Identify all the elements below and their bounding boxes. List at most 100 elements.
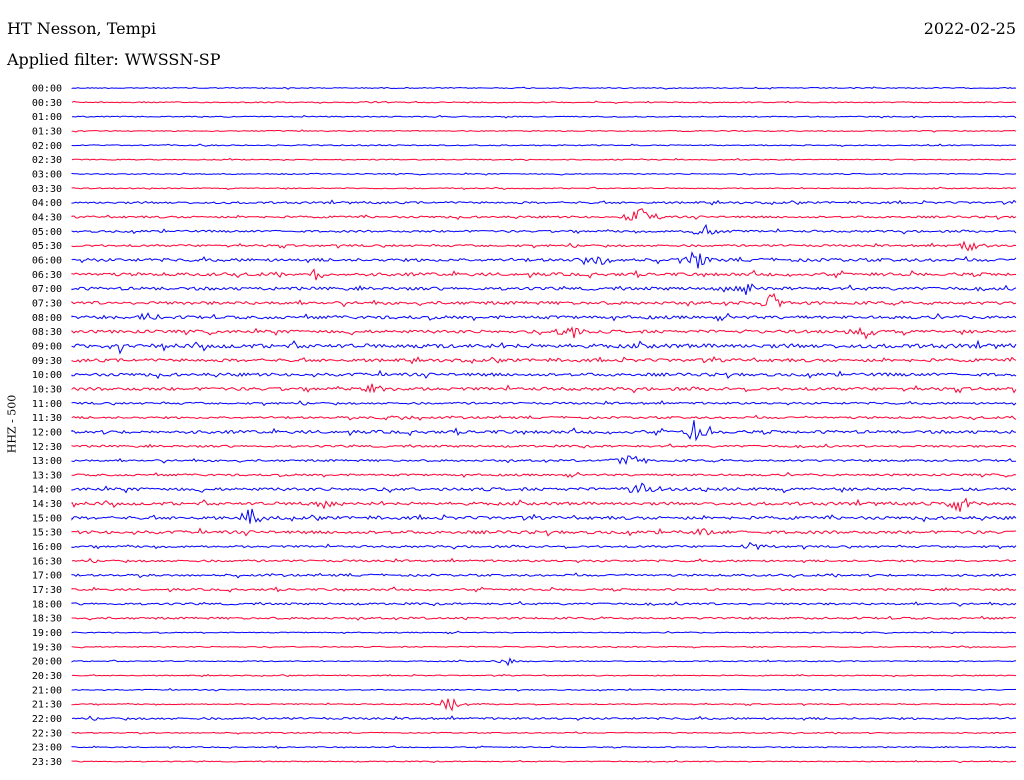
time-tick-label: 22:30 (32, 728, 62, 739)
time-tick-label: 17:30 (32, 585, 62, 596)
trace-line (71, 143, 1017, 147)
time-tick-label: 02:30 (32, 155, 62, 166)
trace-line (71, 369, 1017, 380)
filter-label: Applied filter: (7, 50, 119, 69)
time-tick-label: 01:30 (32, 126, 62, 137)
trace-line (71, 600, 1017, 607)
trace-line (71, 630, 1017, 635)
trace-line (71, 455, 1016, 466)
time-tick-label: 13:00 (32, 456, 62, 467)
trace-line (71, 697, 1017, 712)
time-tick-label: 19:00 (32, 628, 62, 639)
trace-line (71, 731, 1017, 735)
time-tick-label: 14:00 (32, 485, 62, 496)
time-tick-label: 13:30 (32, 470, 62, 481)
trace-line (71, 208, 1017, 221)
time-tick-label: 16:00 (32, 542, 62, 553)
date-label: 2022-02-25 (923, 19, 1016, 38)
time-tick-label: 21:30 (32, 700, 62, 711)
filter-line: Applied filter: WWSSN-SP (7, 50, 226, 69)
trace-line (71, 615, 1017, 621)
time-tick-label: 14:30 (32, 499, 62, 510)
trace-line (71, 557, 1017, 564)
time-tick-label: 23:30 (32, 757, 62, 768)
trace-line (71, 283, 1017, 295)
trace-line (71, 420, 1017, 442)
time-tick-label: 12:30 (32, 442, 62, 453)
trace-line (71, 100, 1017, 105)
time-tick-label: 03:30 (32, 184, 62, 195)
time-tick-label: 09:30 (32, 356, 62, 367)
trace-line (71, 268, 1017, 281)
trace-line (71, 657, 1017, 667)
trace-line (71, 326, 1017, 340)
time-tick-label: 22:00 (32, 714, 62, 725)
time-tick-label: 10:30 (32, 384, 62, 395)
time-tick-label: 04:00 (32, 198, 62, 209)
trace-line (71, 339, 1017, 355)
time-tick-label: 18:30 (32, 614, 62, 625)
time-tick-label: 15:00 (32, 513, 62, 524)
trace-line (71, 240, 1017, 252)
time-tick-labels: 00:00 00:30 01:00 01:30 02:00 02:30 03:00 03:30… (32, 84, 62, 769)
time-tick-label: 05:00 (32, 227, 62, 238)
time-tick-label: 19:30 (32, 642, 62, 653)
time-tick-label: 01:00 (32, 112, 62, 123)
trace-line (72, 115, 1017, 119)
trace-line (71, 250, 1017, 269)
time-tick-label: 12:00 (32, 427, 62, 438)
trace-line (71, 471, 1017, 479)
time-tick-label: 02:00 (32, 141, 62, 152)
time-tick-label: 20:30 (32, 671, 62, 682)
trace-line (71, 199, 1017, 206)
time-tick-label: 15:30 (32, 528, 62, 539)
time-tick-label: 07:00 (32, 284, 62, 295)
time-tick-label: 10:00 (32, 370, 62, 381)
trace-line (71, 497, 1017, 512)
trace-line (71, 414, 1017, 421)
trace-line (71, 223, 1017, 235)
time-tick-label: 03:00 (32, 169, 62, 180)
trace-line (71, 759, 1017, 764)
time-tick-label: 07:30 (32, 298, 62, 309)
time-tick-label: 08:30 (32, 327, 62, 338)
trace-line (71, 400, 1017, 407)
time-tick-label: 09:00 (32, 341, 62, 352)
time-tick-label: 18:00 (32, 599, 62, 610)
trace-line (71, 383, 1017, 394)
time-tick-label: 05:30 (32, 241, 62, 252)
time-tick-label: 21:00 (32, 685, 62, 696)
time-tick-label: 00:00 (32, 84, 62, 95)
time-tick-label: 17:00 (32, 571, 62, 582)
trace-line (71, 645, 1017, 649)
trace-line (71, 687, 1017, 692)
trace-line (71, 482, 1017, 494)
time-tick-label: 06:30 (32, 270, 62, 281)
trace-line (71, 312, 1017, 322)
trace-line (71, 172, 1017, 176)
trace-line (71, 129, 1017, 133)
filter-value: WWSSN-SP (124, 50, 221, 69)
time-tick-label: 20:00 (32, 657, 62, 668)
time-tick-label: 08:00 (32, 313, 62, 324)
time-tick-label: 04:30 (32, 212, 62, 223)
trace-line (71, 527, 1017, 537)
trace-line (71, 715, 1017, 721)
trace-line (71, 355, 1017, 365)
trace-line (71, 157, 1017, 162)
trace-line (71, 508, 1017, 524)
time-tick-label: 11:00 (32, 399, 62, 410)
trace-line (71, 186, 1017, 191)
trace-line (71, 745, 1017, 749)
station-title: HT Nesson, Tempi (7, 19, 157, 38)
time-tick-label: 16:30 (32, 556, 62, 567)
trace-line (71, 292, 1017, 308)
trace-line (71, 86, 1017, 90)
trace-line (71, 673, 1017, 678)
trace-line (71, 586, 1017, 593)
time-tick-label: 06:00 (32, 255, 62, 266)
time-tick-label: 11:30 (32, 413, 62, 424)
trace-line (71, 541, 1017, 551)
trace-line (71, 572, 1017, 579)
